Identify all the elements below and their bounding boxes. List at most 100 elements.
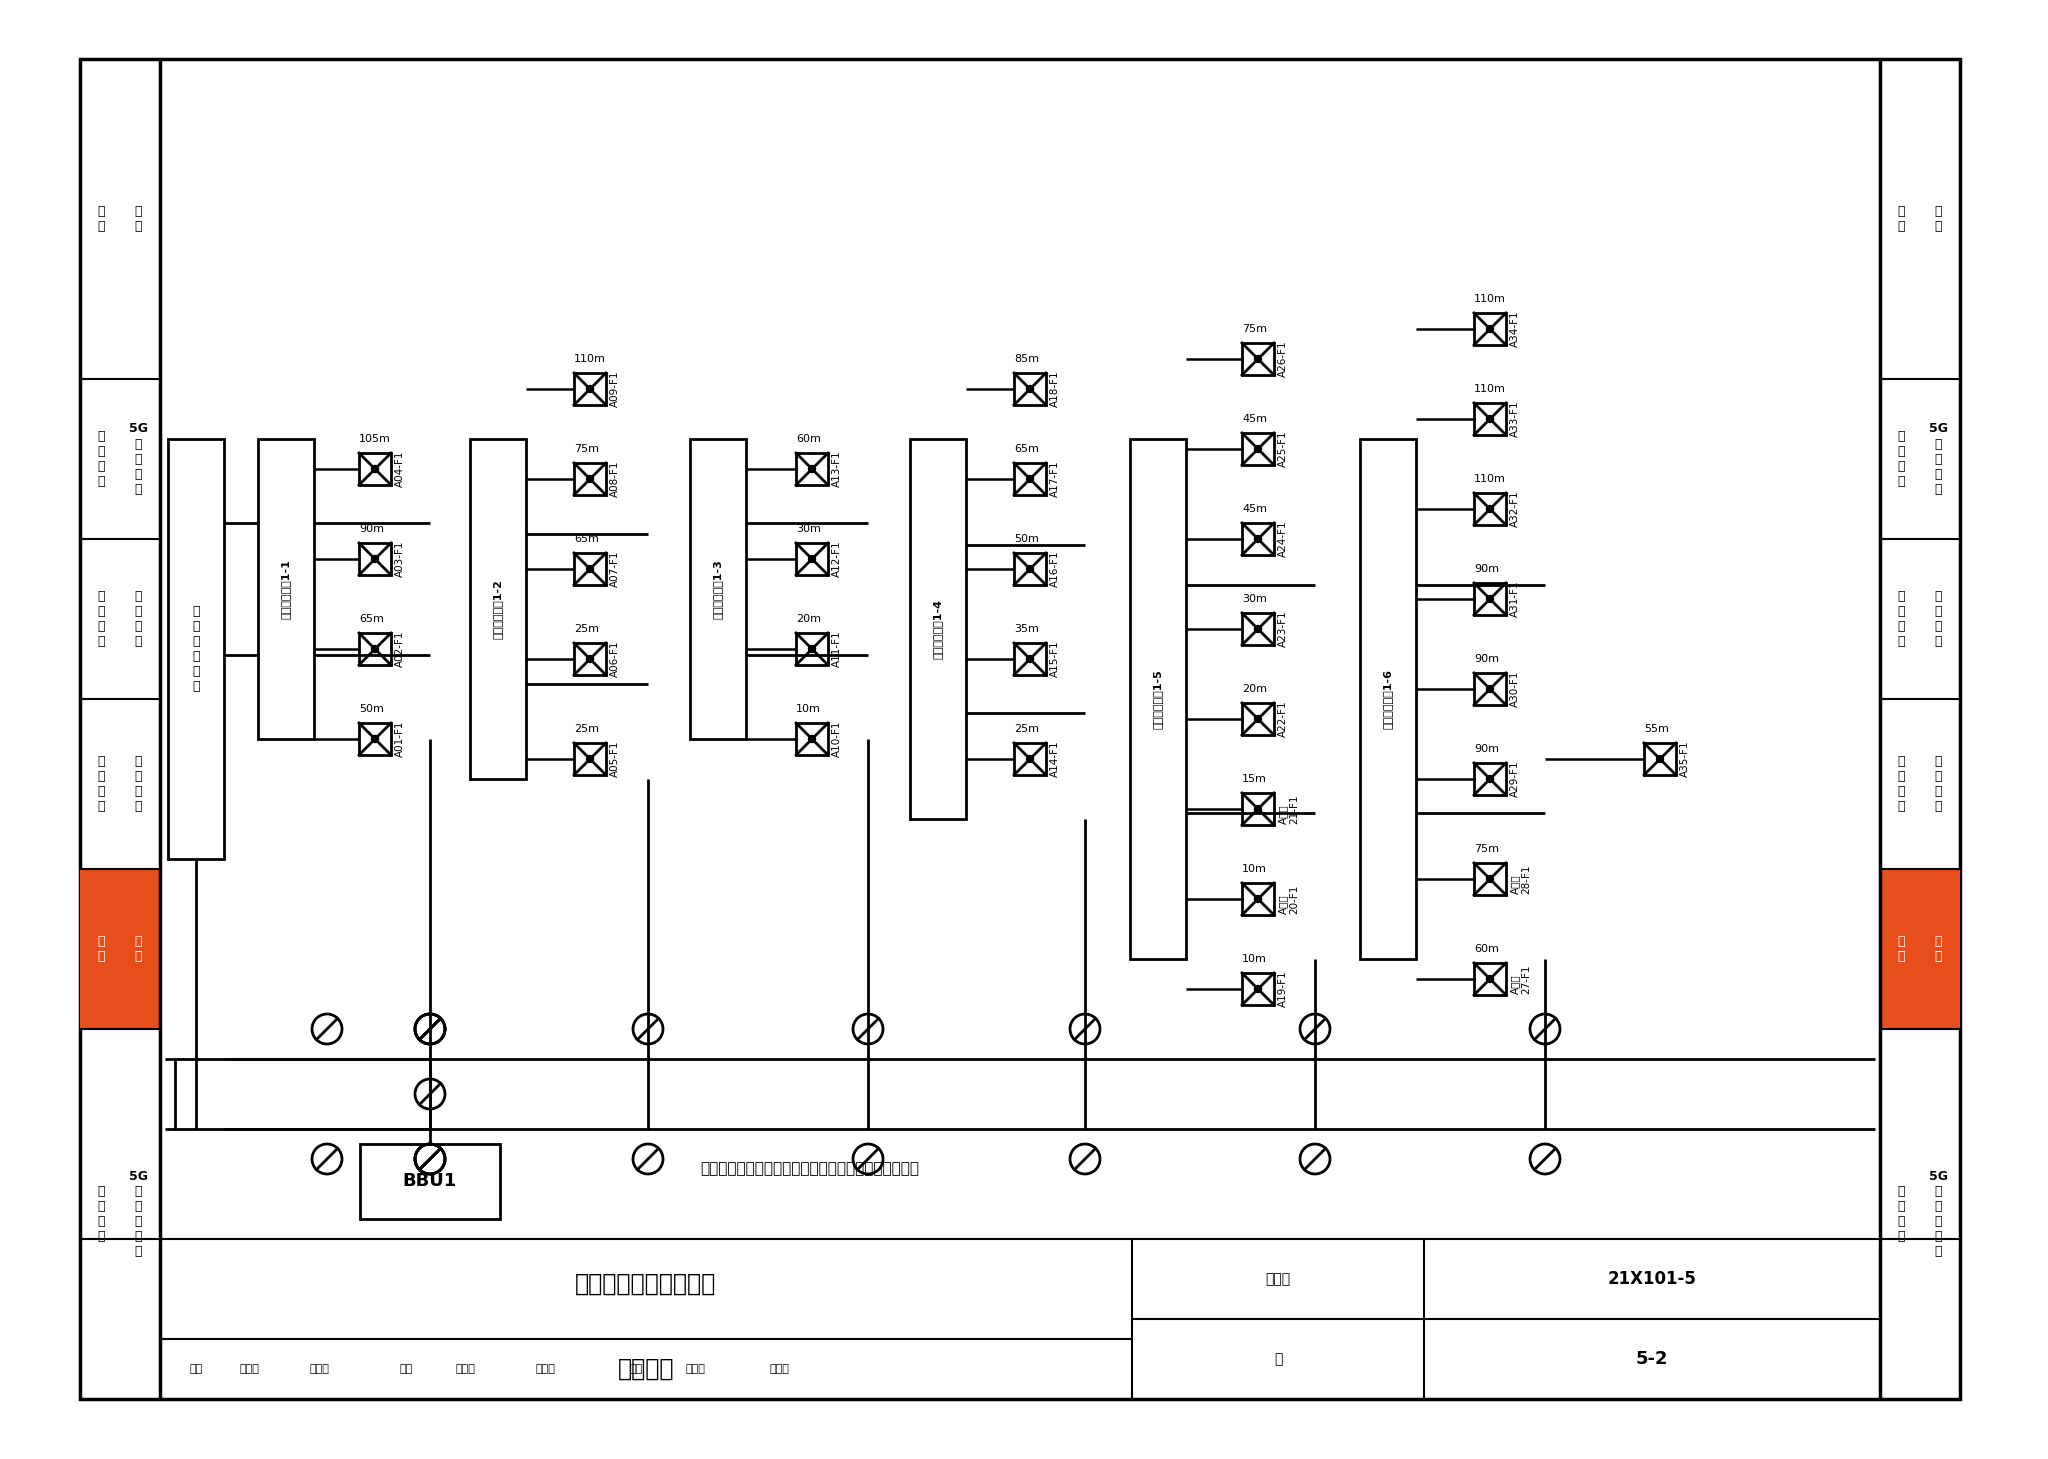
Text: A13-F1: A13-F1	[831, 451, 842, 487]
Text: 近
端
汇
聚
装
置: 近 端 汇 聚 装 置	[193, 605, 201, 693]
Text: A32-F1: A32-F1	[1509, 490, 1520, 527]
Circle shape	[586, 385, 594, 392]
Text: 75m: 75m	[1241, 324, 1268, 334]
Bar	[258, 439, 313, 740]
Circle shape	[1255, 985, 1262, 992]
Text: 图集号: 图集号	[1266, 1272, 1290, 1285]
Text: 设计: 设计	[631, 1364, 643, 1374]
Bar	[573, 643, 606, 676]
Text: 55m: 55m	[1645, 724, 1669, 734]
Circle shape	[1026, 476, 1034, 483]
Text: 25m: 25m	[573, 724, 598, 734]
Text: A19-F1: A19-F1	[1278, 970, 1288, 1007]
Text: A29-F1: A29-F1	[1509, 760, 1520, 797]
Text: 65m: 65m	[573, 534, 598, 544]
Text: A02-F1: A02-F1	[395, 630, 406, 667]
Text: A电梯
21-F1: A电梯 21-F1	[1278, 794, 1300, 824]
Text: 校对: 校对	[399, 1364, 414, 1374]
Text: A09-F1: A09-F1	[610, 371, 621, 407]
Bar	[1475, 403, 1505, 435]
Text: A电梯
28-F1: A电梯 28-F1	[1509, 864, 1532, 894]
Text: 术
语: 术 语	[135, 206, 141, 233]
Text: 远端汇聚单元1-1: 远端汇聚单元1-1	[281, 559, 291, 619]
Text: 105m: 105m	[358, 433, 391, 444]
Circle shape	[371, 556, 379, 563]
Text: 110m: 110m	[1475, 384, 1505, 394]
Circle shape	[809, 735, 815, 743]
Text: 90m: 90m	[1475, 565, 1499, 573]
Bar	[1241, 703, 1274, 735]
Text: A03-F1: A03-F1	[395, 541, 406, 578]
Text: 10m: 10m	[797, 705, 821, 713]
Text: A17-F1: A17-F1	[1051, 461, 1061, 498]
Text: 审核: 审核	[190, 1364, 203, 1374]
Bar	[1014, 643, 1047, 676]
Bar	[1241, 613, 1274, 645]
Text: A08-F1: A08-F1	[610, 461, 621, 498]
Text: 建
筑
配
套: 建 筑 配 套	[135, 589, 141, 648]
Text: 5G
网
络
多
接
入: 5G 网 络 多 接 入	[1929, 1170, 1948, 1258]
Text: 曾绿霞: 曾绿霞	[684, 1364, 705, 1374]
Circle shape	[1255, 626, 1262, 633]
Text: A26-F1: A26-F1	[1278, 341, 1288, 378]
Text: 符
号: 符 号	[1898, 206, 1905, 233]
Circle shape	[586, 566, 594, 572]
Circle shape	[1487, 325, 1493, 333]
Circle shape	[586, 476, 594, 483]
Bar	[1130, 439, 1186, 959]
Bar	[168, 439, 223, 859]
Circle shape	[586, 655, 594, 662]
Text: A15-F1: A15-F1	[1051, 641, 1061, 677]
Text: 边
缘
计
算: 边 缘 计 算	[1898, 1185, 1905, 1243]
Text: 110m: 110m	[1475, 295, 1505, 303]
Text: 90m: 90m	[1475, 744, 1499, 754]
Text: 5G
网
络
覆
盖: 5G 网 络 覆 盖	[1929, 423, 1948, 496]
Text: 5G
网
络
多
接
入: 5G 网 络 多 接 入	[129, 1170, 147, 1258]
Text: 90m: 90m	[1475, 654, 1499, 664]
Text: 工
程: 工 程	[1935, 935, 1942, 963]
Text: A30-F1: A30-F1	[1509, 671, 1520, 708]
Text: A22-F1: A22-F1	[1278, 700, 1288, 737]
Text: 85m: 85m	[1014, 355, 1038, 363]
Bar	[1014, 374, 1047, 406]
Text: 110m: 110m	[1475, 474, 1505, 484]
Text: 15m: 15m	[1241, 775, 1268, 783]
Text: 35m: 35m	[1014, 624, 1038, 635]
Text: A18-F1: A18-F1	[1051, 371, 1061, 407]
Text: 75m: 75m	[1475, 843, 1499, 854]
Bar	[358, 452, 391, 484]
Text: 10m: 10m	[1241, 864, 1268, 874]
Text: 远端汇聚单元1-2: 远端汇聚单元1-2	[494, 579, 504, 639]
Bar	[573, 743, 606, 775]
Bar	[360, 1144, 500, 1220]
Bar	[1475, 584, 1505, 616]
Bar	[573, 553, 606, 585]
Bar	[1475, 673, 1505, 705]
Text: 45m: 45m	[1241, 503, 1268, 514]
Text: 山小凤: 山小凤	[309, 1364, 330, 1374]
Text: A35-F1: A35-F1	[1679, 741, 1690, 778]
Text: A23-F1: A23-F1	[1278, 611, 1288, 648]
Text: 设
施
设
计: 设 施 设 计	[98, 589, 104, 648]
Text: A33-F1: A33-F1	[1509, 401, 1520, 438]
Text: 60m: 60m	[1475, 944, 1499, 954]
Text: BBU1: BBU1	[403, 1173, 457, 1191]
Text: 远端汇聚单元1-5: 远端汇聚单元1-5	[1153, 670, 1163, 730]
Text: 60m: 60m	[797, 433, 821, 444]
Text: 符
号: 符 号	[98, 206, 104, 233]
Bar	[1241, 883, 1274, 915]
Circle shape	[1487, 595, 1493, 603]
Text: 孙成虎: 孙成虎	[240, 1364, 260, 1374]
Bar	[1475, 963, 1505, 995]
Text: 王彦岭: 王彦岭	[535, 1364, 555, 1374]
Circle shape	[1487, 686, 1493, 693]
Circle shape	[1255, 535, 1262, 543]
Text: 示
例: 示 例	[1898, 935, 1905, 963]
Bar	[358, 724, 391, 754]
Circle shape	[371, 465, 379, 473]
Text: 设
施
设
计: 设 施 设 计	[1898, 589, 1905, 648]
Bar	[1645, 743, 1675, 775]
Text: 示
例: 示 例	[98, 935, 104, 963]
Text: A25-F1: A25-F1	[1278, 430, 1288, 467]
Bar	[1241, 433, 1274, 465]
